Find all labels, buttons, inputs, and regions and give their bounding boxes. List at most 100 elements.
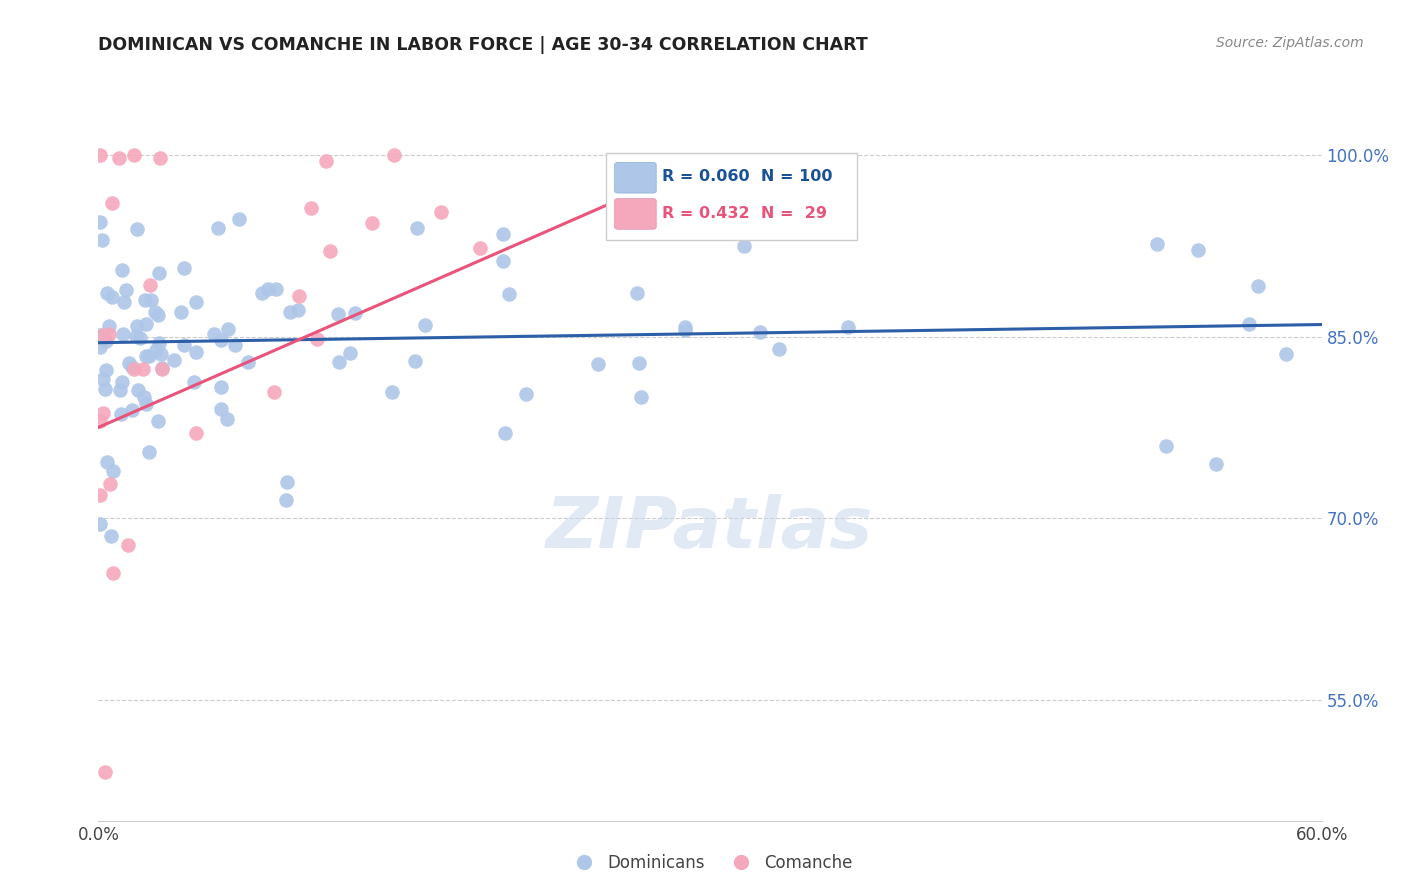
Point [429,205,451,219]
Point [146,414,169,428]
Point [361,216,384,230]
Point [515,386,537,401]
Point [278,305,301,319]
Point [138,349,160,363]
Point [307,332,329,346]
Point [94,334,117,348]
Point [288,289,311,303]
Point [1247,279,1270,293]
Point [264,282,287,296]
Point [139,278,162,293]
Point [405,220,427,235]
Point [673,319,696,334]
Point [127,319,149,334]
FancyBboxPatch shape [614,199,657,229]
Text: DOMINICAN VS COMANCHE IN LABOR FORCE | AGE 30-34 CORRELATION CHART: DOMINICAN VS COMANCHE IN LABOR FORCE | A… [98,36,868,54]
Point [328,355,350,369]
Point [163,352,186,367]
Point [837,319,859,334]
Point [382,148,405,162]
Point [630,390,652,404]
Point [91,328,114,343]
Point [217,411,239,425]
Point [224,338,246,352]
Point [110,375,132,389]
Point [202,326,225,341]
Text: R = 0.060  N = 100: R = 0.060 N = 100 [662,169,832,184]
Point [145,343,167,358]
Point [150,347,173,361]
Point [498,286,520,301]
Point [121,402,143,417]
Point [96,455,118,469]
Point [217,321,239,335]
Point [135,397,157,411]
Point [143,305,166,319]
Point [100,195,122,210]
Legend: Dominicans, Comanche: Dominicans, Comanche [561,847,859,879]
Point [101,290,124,304]
Point [149,151,172,165]
Point [91,372,114,386]
Point [328,307,350,321]
Point [89,488,111,502]
Point [209,333,232,347]
Point [121,359,143,374]
FancyBboxPatch shape [606,153,856,240]
Point [1146,236,1168,251]
Point [96,286,118,301]
Point [93,765,115,780]
Point [413,318,436,332]
Point [131,361,153,376]
Point [673,323,696,337]
Point [236,355,259,369]
Point [89,148,111,162]
Point [148,336,170,351]
Point [89,517,111,532]
Point [108,151,131,165]
Point [228,211,250,226]
Point [94,382,117,396]
Point [749,326,772,340]
Point [299,201,322,215]
Point [276,493,298,508]
Point [134,293,156,308]
Point [626,285,648,300]
Point [627,356,650,370]
Point [110,407,132,421]
Point [404,354,426,368]
Point [108,383,131,397]
Point [127,221,149,235]
Point [494,426,516,441]
Point [138,444,160,458]
Point [97,326,120,341]
Point [173,260,195,275]
Point [135,349,157,363]
Point [98,319,121,334]
Point [132,390,155,404]
Point [287,302,309,317]
Point [1237,317,1260,331]
Point [91,406,114,420]
Point [468,241,491,255]
Point [139,293,162,307]
Point [492,254,515,268]
Point [339,345,361,359]
Text: ZIPatlas: ZIPatlas [547,494,873,563]
Point [100,477,122,491]
Point [1187,244,1209,258]
Point [122,362,145,376]
Point [112,295,135,310]
Point [114,283,136,297]
Point [768,343,790,357]
Point [252,286,274,301]
Point [94,363,117,377]
Text: R = 0.432  N =  29: R = 0.432 N = 29 [662,206,827,221]
Point [150,362,173,376]
Point [1275,346,1298,360]
Point [148,266,170,280]
Point [343,306,366,320]
Point [184,426,207,441]
Point [170,305,193,319]
Point [125,328,148,343]
